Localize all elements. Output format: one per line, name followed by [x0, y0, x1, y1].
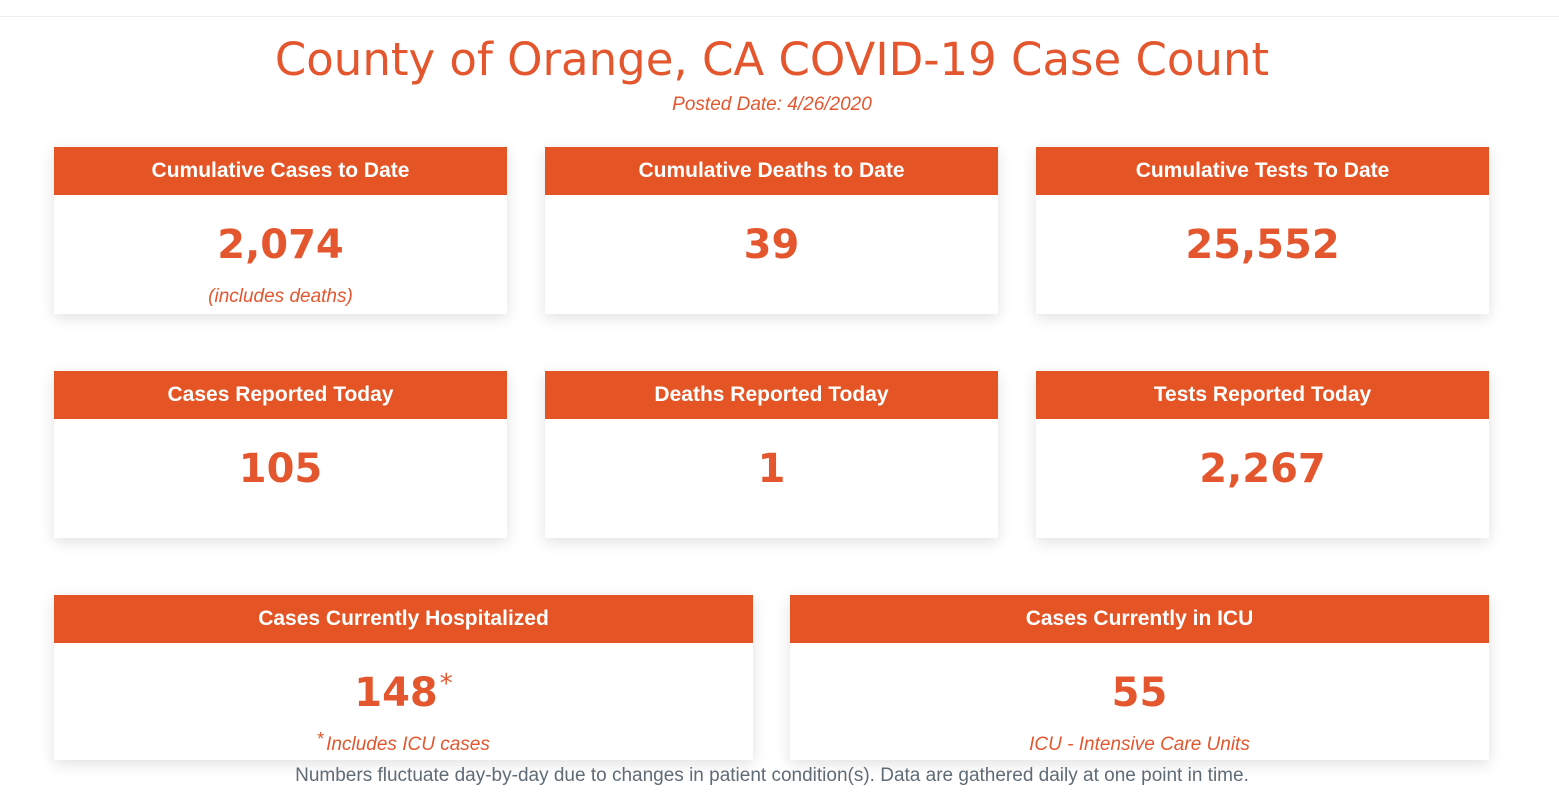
- stat-note: (includes deaths): [208, 286, 353, 307]
- stat-value: 1: [757, 446, 786, 492]
- stat-note: Includes ICU cases: [326, 734, 490, 755]
- card-icu: Cases Currently in ICU 55 ICU - Intensiv…: [790, 595, 1489, 760]
- card-header: Tests Reported Today: [1036, 371, 1489, 419]
- card-cumulative-deaths: Cumulative Deaths to Date 39: [545, 147, 998, 314]
- asterisk-marker: *: [317, 729, 325, 749]
- card-deaths-today: Deaths Reported Today 1: [545, 371, 998, 538]
- stat-value: 55: [1111, 670, 1168, 716]
- card-header: Cumulative Cases to Date: [54, 147, 507, 195]
- card-cumulative-cases: Cumulative Cases to Date 2,074 (includes…: [54, 147, 507, 314]
- card-tests-today: Tests Reported Today 2,267: [1036, 371, 1489, 538]
- card-header: Cases Currently in ICU: [790, 595, 1489, 643]
- card-cases-today: Cases Reported Today 105: [54, 371, 507, 538]
- asterisk-marker: *: [439, 669, 453, 699]
- card-header: Cumulative Tests To Date: [1036, 147, 1489, 195]
- stat-note-wrapper: * Includes ICU cases: [54, 729, 753, 757]
- stat-note: ICU - Intensive Care Units: [1029, 734, 1250, 755]
- top-divider: [0, 16, 1559, 17]
- page-title: County of Orange, CA COVID-19 Case Count: [274, 33, 1270, 86]
- card-header: Cases Reported Today: [54, 371, 507, 419]
- stat-value-wrapper: 148*: [54, 669, 753, 717]
- card-header: Deaths Reported Today: [545, 371, 998, 419]
- stat-value: 2,074: [217, 222, 344, 268]
- card-hospitalized: Cases Currently Hospitalized 148* * Inclu…: [54, 595, 753, 760]
- footnote: Numbers fluctuate day-by-day due to chan…: [295, 765, 1249, 786]
- card-header: Cases Currently Hospitalized: [54, 595, 753, 643]
- card-cumulative-tests: Cumulative Tests To Date 25,552: [1036, 147, 1489, 314]
- posted-date: Posted Date: 4/26/2020: [672, 94, 872, 115]
- card-header: Cumulative Deaths to Date: [545, 147, 998, 195]
- stat-value: 148: [354, 670, 438, 716]
- stat-value: 39: [743, 222, 800, 268]
- stat-value: 105: [238, 446, 323, 492]
- stat-value: 25,552: [1185, 222, 1340, 268]
- stat-value: 2,267: [1199, 446, 1326, 492]
